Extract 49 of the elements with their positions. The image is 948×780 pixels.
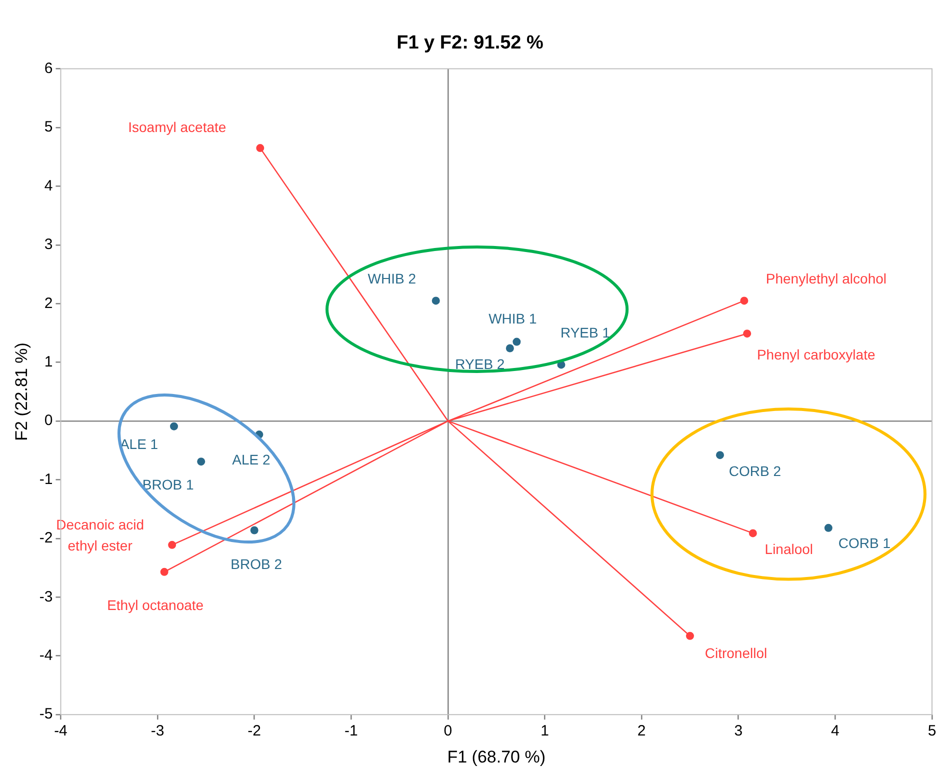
- point: [512, 338, 521, 346]
- point: [686, 632, 694, 640]
- annotation: CORB 1: [838, 534, 891, 551]
- annotation: WHIB 2: [368, 270, 416, 287]
- annotation: WHIB 1: [488, 310, 538, 327]
- x-tick-label: 0: [444, 722, 452, 740]
- y-tick-label: -5: [39, 706, 53, 723]
- x-tick-label: -1: [344, 722, 358, 740]
- y-tick-label: 1: [44, 353, 53, 370]
- y-tick-label: 5: [44, 118, 53, 136]
- y-tick-label: 0: [44, 412, 53, 430]
- annotation: BROB 1: [142, 476, 194, 492]
- y-tick-label: 3: [44, 236, 53, 254]
- annotation: Ethyl octanoate: [107, 596, 204, 613]
- x-tick-label: 4: [831, 722, 840, 740]
- annotation: Linalool: [764, 541, 814, 558]
- chart-title: F1 y F2: 91.52 %: [396, 32, 544, 54]
- x-tick-label: 2: [637, 722, 646, 740]
- x-tick-label: -2: [248, 722, 262, 740]
- y-tick-label: -3: [39, 588, 53, 606]
- annotation: RYEB 1: [560, 324, 610, 341]
- x-axis-title: F1 (68.70 %): [447, 747, 546, 766]
- x-tick-label: -3: [150, 722, 164, 740]
- point: [170, 422, 178, 430]
- x-tick-label: 1: [540, 722, 549, 740]
- annotation: Phenyl carboxylate: [756, 346, 876, 362]
- annotation: RYEB 2: [455, 356, 505, 372]
- y-tick-label: -2: [39, 530, 53, 547]
- point: [716, 451, 724, 460]
- y-tick-label: -1: [39, 470, 53, 488]
- point: [250, 526, 258, 534]
- point: [824, 524, 832, 532]
- y-tick-label: -4: [39, 647, 53, 664]
- annotation: Citronellol: [704, 644, 768, 661]
- y-tick-label: 2: [44, 294, 53, 312]
- y-axis-title: F2 (22.81 %): [12, 342, 31, 441]
- point: [506, 344, 514, 352]
- annotation: Decanoic acid ethyl ester: [56, 516, 144, 554]
- annotation: CORB 2: [728, 462, 782, 479]
- point: [432, 296, 440, 305]
- annotation: BROB 2: [230, 556, 282, 572]
- y-tick-label: 4: [44, 177, 53, 194]
- annotation: ALE 2: [232, 451, 270, 468]
- x-tick-label: 3: [734, 722, 743, 740]
- x-tick-label: 5: [928, 722, 936, 740]
- y-tick-label: 6: [44, 60, 53, 77]
- point: [197, 458, 206, 466]
- annotation: Isoamyl acetate: [128, 118, 226, 135]
- annotation: Phenylethyl alcohol: [766, 270, 887, 287]
